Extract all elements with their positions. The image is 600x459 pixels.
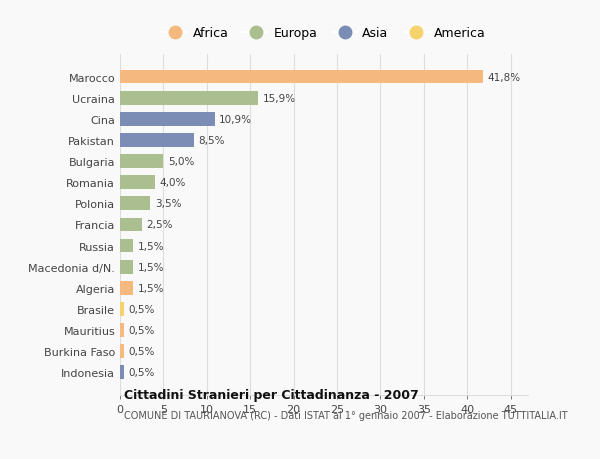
Bar [120,366,124,379]
Text: 0,5%: 0,5% [128,325,155,335]
Text: 1,5%: 1,5% [137,283,164,293]
Bar [120,134,194,147]
Text: 41,8%: 41,8% [487,73,520,82]
Text: 10,9%: 10,9% [219,115,252,124]
Bar [120,218,142,232]
Bar [120,324,124,337]
Text: 4,0%: 4,0% [159,178,185,188]
Text: 8,5%: 8,5% [198,135,224,146]
Text: 2,5%: 2,5% [146,220,173,230]
Bar [120,302,124,316]
Text: 1,5%: 1,5% [137,262,164,272]
Bar [120,155,163,168]
Text: 1,5%: 1,5% [137,241,164,251]
Bar [120,239,133,253]
Bar [120,71,483,84]
Text: Cittadini Stranieri per Cittadinanza - 2007: Cittadini Stranieri per Cittadinanza - 2… [124,388,419,401]
Bar [120,176,155,190]
Text: 0,5%: 0,5% [128,347,155,356]
Text: 0,5%: 0,5% [128,368,155,377]
Legend: Africa, Europa, Asia, America: Africa, Europa, Asia, America [163,28,485,40]
Bar [120,260,133,274]
Text: 5,0%: 5,0% [168,157,194,167]
Text: 3,5%: 3,5% [155,199,181,209]
Bar [120,197,151,211]
Bar [120,112,215,126]
Bar [120,345,124,358]
Bar [120,281,133,295]
Text: COMUNE DI TAURIANOVA (RC) - Dati ISTAT al 1° gennaio 2007 - Elaborazione TUTTITA: COMUNE DI TAURIANOVA (RC) - Dati ISTAT a… [124,410,568,420]
Text: 0,5%: 0,5% [128,304,155,314]
Text: 15,9%: 15,9% [262,94,295,103]
Bar [120,92,258,105]
